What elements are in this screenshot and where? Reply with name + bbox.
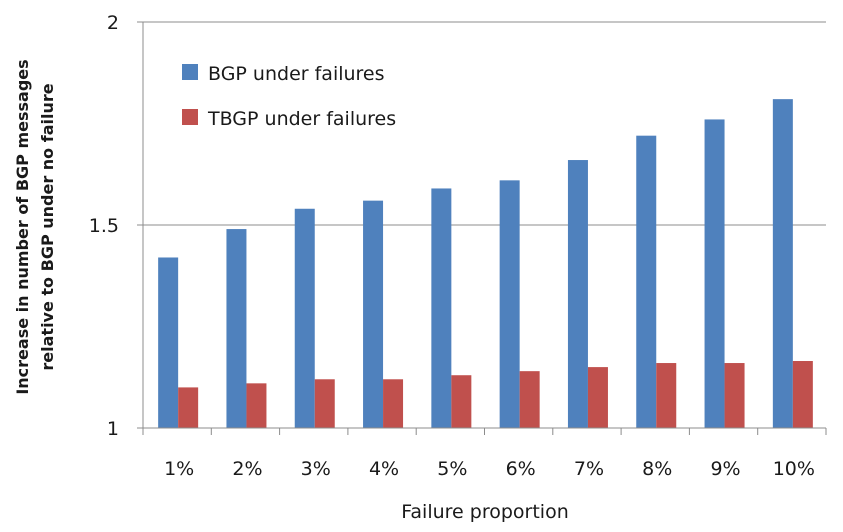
bars <box>158 99 813 429</box>
bar-tbgp-8 <box>656 363 677 428</box>
bar-bgp-5 <box>431 188 452 428</box>
y-tick-label: 2 <box>107 12 119 34</box>
x-tick-label: 3% <box>301 458 331 480</box>
bar-tbgp-3 <box>314 379 335 428</box>
legend-label-bgp: BGP under failures <box>208 63 385 85</box>
x-tick-label: 9% <box>710 458 740 480</box>
y-axis-title-line-1: Increase in number of BGP messages <box>13 59 32 394</box>
x-tick-label: 8% <box>642 458 672 480</box>
x-tick-label: 4% <box>369 458 399 480</box>
legend-swatch-tbgp <box>182 109 198 125</box>
y-tick-label: 1 <box>107 418 119 440</box>
legend: BGP under failures TBGP under failures <box>182 63 396 130</box>
bar-bgp-10 <box>772 99 793 428</box>
bar-bgp-7 <box>567 160 588 429</box>
bar-tbgp-7 <box>587 367 608 428</box>
bar-tbgp-6 <box>519 371 540 428</box>
x-tick-label: 5% <box>437 458 467 480</box>
bar-bgp-8 <box>636 135 657 428</box>
x-tick-label: 2% <box>232 458 262 480</box>
y-tick-labels: 11.52 <box>89 12 119 440</box>
bar-tbgp-10 <box>792 361 813 428</box>
bar-bgp-2 <box>226 229 247 428</box>
bar-bgp-3 <box>294 208 315 428</box>
bar-tbgp-9 <box>724 363 745 428</box>
axes <box>137 21 827 435</box>
bar-bgp-1 <box>158 257 179 428</box>
x-tick-label: 10% <box>773 458 815 480</box>
bar-bgp-6 <box>499 180 520 428</box>
y-axis-title-line-2: relative to BGP under no failure <box>38 83 57 370</box>
x-axis-title: Failure proportion <box>401 501 569 523</box>
legend-swatch-bgp <box>182 64 198 80</box>
bar-tbgp-2 <box>246 383 267 428</box>
bar-bgp-9 <box>704 119 725 428</box>
x-tick-label: 1% <box>164 458 194 480</box>
x-tick-labels: 1% 2% 3% 4% 5% 6% 7% 8% 9% 10% <box>164 458 815 480</box>
bar-tbgp-5 <box>451 375 472 428</box>
x-tick-label: 7% <box>574 458 604 480</box>
bar-bgp-4 <box>363 200 384 428</box>
y-tick-label: 1.5 <box>89 215 119 237</box>
x-tick-label: 6% <box>506 458 536 480</box>
bar-tbgp-1 <box>178 387 199 428</box>
bar-tbgp-4 <box>383 379 404 428</box>
legend-label-tbgp: TBGP under failures <box>207 108 396 130</box>
